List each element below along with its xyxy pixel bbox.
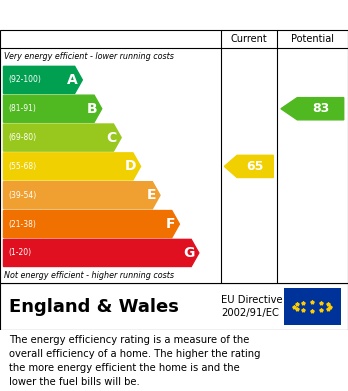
Text: (81-91): (81-91) (8, 104, 36, 113)
Text: The energy efficiency rating is a measure of the
overall efficiency of a home. T: The energy efficiency rating is a measur… (9, 335, 260, 387)
Text: (1-20): (1-20) (8, 248, 31, 257)
Text: (55-68): (55-68) (8, 162, 36, 171)
Text: Potential: Potential (291, 34, 334, 44)
Polygon shape (3, 239, 199, 267)
Text: Energy Efficiency Rating: Energy Efficiency Rating (9, 8, 219, 23)
Text: 83: 83 (312, 102, 329, 115)
Text: D: D (125, 160, 136, 173)
Text: C: C (107, 131, 117, 145)
Polygon shape (224, 155, 273, 178)
Polygon shape (281, 98, 344, 120)
Text: A: A (68, 73, 78, 87)
Text: F: F (166, 217, 175, 231)
Bar (284, 288, 341, 325)
Text: (39-54): (39-54) (8, 191, 36, 200)
Text: B: B (87, 102, 97, 116)
Text: (69-80): (69-80) (8, 133, 36, 142)
Polygon shape (3, 153, 141, 180)
Polygon shape (3, 210, 180, 238)
Text: EU Directive
2002/91/EC: EU Directive 2002/91/EC (221, 295, 283, 318)
Text: 65: 65 (246, 160, 264, 173)
Text: Not energy efficient - higher running costs: Not energy efficient - higher running co… (4, 271, 174, 280)
Text: Current: Current (230, 34, 267, 44)
Text: England & Wales: England & Wales (9, 298, 179, 316)
Text: Very energy efficient - lower running costs: Very energy efficient - lower running co… (4, 52, 174, 61)
Polygon shape (3, 182, 160, 209)
Text: E: E (147, 188, 156, 202)
Text: (92-100): (92-100) (8, 75, 41, 84)
Text: (21-38): (21-38) (8, 220, 36, 229)
Polygon shape (3, 95, 102, 122)
Text: G: G (183, 246, 195, 260)
Polygon shape (3, 66, 82, 93)
Polygon shape (3, 124, 121, 151)
